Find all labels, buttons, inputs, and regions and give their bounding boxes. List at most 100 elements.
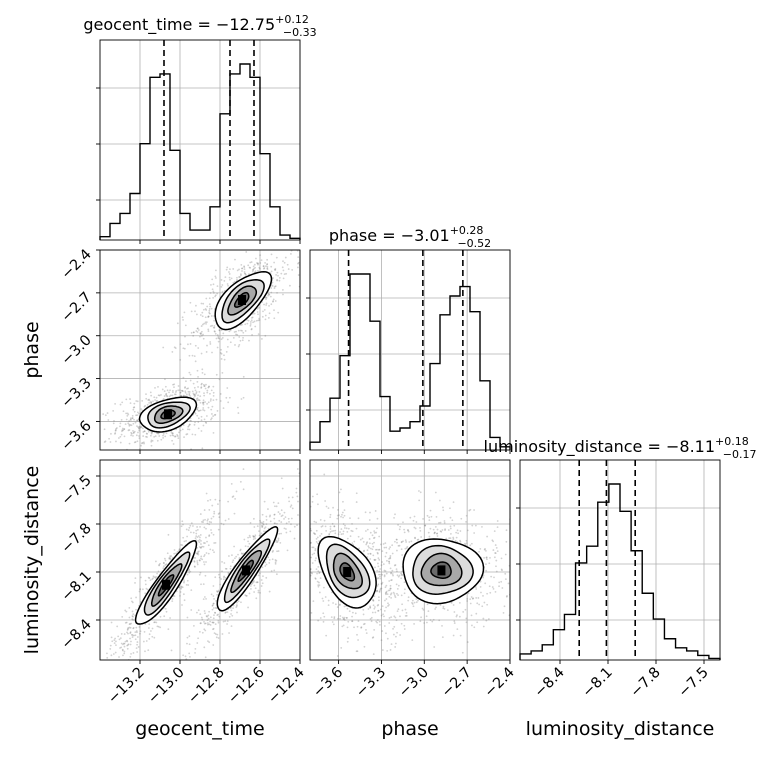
scatter-point <box>505 540 508 543</box>
scatter-point <box>355 527 358 530</box>
scatter-point <box>131 414 134 417</box>
scatter-point <box>308 549 310 551</box>
scatter-point <box>504 578 507 580</box>
scatter-point <box>378 573 380 576</box>
scatter-point <box>268 515 271 518</box>
scatter-point <box>290 517 293 520</box>
scatter-point <box>510 548 512 550</box>
x-tick-label: −13.0 <box>145 665 188 708</box>
scatter-point <box>200 325 203 327</box>
scatter-point <box>199 314 202 316</box>
scatter-point <box>188 643 191 646</box>
scatter-point <box>452 501 455 504</box>
scatter-point <box>401 554 404 556</box>
scatter-point <box>367 552 370 555</box>
scatter-point <box>254 270 257 273</box>
scatter-point <box>133 441 136 444</box>
scatter-point <box>470 614 473 617</box>
scatter-point <box>196 408 198 411</box>
scatter-point <box>171 434 174 436</box>
scatter-point <box>342 500 344 503</box>
scatter-point <box>242 375 245 378</box>
scatter-point <box>248 266 251 269</box>
scatter-point <box>256 262 258 264</box>
scatter-point <box>190 531 192 534</box>
scatter-point <box>247 536 250 539</box>
scatter-point <box>277 537 280 540</box>
scatter-point <box>351 620 354 623</box>
scatter-point <box>211 604 214 607</box>
scatter-point <box>282 260 284 263</box>
scatter-point <box>447 529 450 531</box>
scatter-point <box>288 543 290 545</box>
scatter-point <box>377 548 380 551</box>
scatter-point <box>205 492 208 495</box>
panel-frame <box>309 249 511 451</box>
scatter-point <box>212 515 215 518</box>
scatter-point <box>139 588 142 591</box>
scatter-point <box>334 603 337 606</box>
scatter-point <box>113 666 115 668</box>
scatter-point <box>315 529 318 532</box>
scatter-point <box>131 600 133 603</box>
scatter-point <box>249 324 252 327</box>
scatter-point <box>141 588 144 591</box>
scatter-point <box>372 545 375 548</box>
scatter-point <box>289 505 292 508</box>
scatter-point <box>320 525 323 528</box>
scatter-point <box>245 251 248 253</box>
title-minus: −0.52 <box>457 237 491 250</box>
scatter-point <box>316 542 319 545</box>
scatter-point <box>239 480 242 483</box>
scatter-point <box>205 415 208 417</box>
scatter-point <box>194 647 197 650</box>
scatter-point <box>122 654 124 657</box>
scatter-point <box>130 640 132 643</box>
scatter-point <box>151 578 154 581</box>
scatter-point <box>122 674 124 676</box>
scatter-point <box>205 351 208 353</box>
scatter-point <box>199 513 202 515</box>
scatter-point <box>459 540 462 543</box>
scatter-point <box>305 482 307 484</box>
scatter-point <box>141 442 143 445</box>
scatter-point <box>276 540 279 543</box>
scatter-point <box>500 557 503 560</box>
scatter-point <box>202 403 205 406</box>
scatter-point <box>159 562 161 565</box>
scatter-point <box>429 509 432 512</box>
scatter-point <box>204 401 206 403</box>
scatter-point <box>165 610 168 613</box>
scatter-point <box>218 499 221 502</box>
scatter-point <box>376 589 378 592</box>
scatter-point <box>169 558 172 561</box>
scatter-point <box>180 586 183 589</box>
scatter-point <box>180 394 182 397</box>
scatter-point <box>281 514 284 517</box>
scatter-point <box>401 609 404 612</box>
scatter-point <box>346 537 349 540</box>
scatter-point <box>381 649 384 651</box>
scatter-point <box>121 615 124 618</box>
scatter-point <box>205 322 207 325</box>
scatter-point <box>336 517 339 520</box>
scatter-point <box>282 532 284 534</box>
scatter-point <box>242 468 245 471</box>
scatter-point <box>304 478 306 480</box>
scatter-point <box>342 516 344 519</box>
scatter-point <box>415 521 418 523</box>
scatter-point <box>412 519 415 522</box>
scatter-point <box>283 511 286 514</box>
scatter-point <box>323 519 326 522</box>
scatter-point <box>393 625 396 628</box>
scatter-point <box>207 640 209 642</box>
scatter-point <box>169 389 171 392</box>
scatter-point <box>196 642 199 644</box>
scatter-point <box>484 582 487 585</box>
scatter-point <box>185 539 187 542</box>
scatter-point <box>123 435 126 438</box>
scatter-point <box>452 536 455 539</box>
scatter-point <box>419 526 421 529</box>
scatter-point <box>380 582 383 585</box>
scatter-point <box>112 409 115 412</box>
